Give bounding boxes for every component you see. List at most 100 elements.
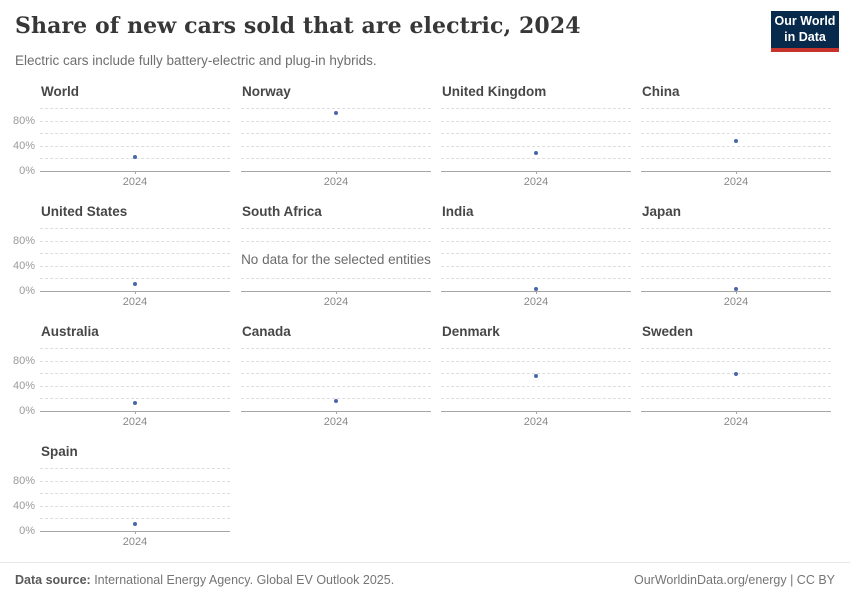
gridline-100pct — [241, 228, 431, 229]
panel-title-spain: Spain — [41, 444, 78, 459]
data-point-united-states[interactable] — [133, 282, 137, 287]
gridline-60pct — [40, 373, 230, 374]
x-tick-label: 2024 — [523, 416, 549, 428]
y-tick-label-40: 40% — [12, 259, 35, 272]
x-tick-label: 2024 — [723, 176, 749, 188]
data-point-world[interactable] — [133, 154, 137, 159]
chart-footer: Data source: International Energy Agency… — [0, 562, 850, 600]
gridline-20pct — [641, 278, 831, 279]
gridline-100pct — [641, 108, 831, 109]
owid-logo-line1: Our World — [774, 14, 836, 28]
data-point-denmark[interactable] — [534, 373, 538, 378]
gridline-20pct — [241, 158, 431, 159]
owid-logo-line2: in Data — [784, 30, 826, 44]
owid-url-license-link[interactable]: OurWorldinData.org/energy | CC BY — [633, 573, 835, 587]
gridline-100pct — [241, 348, 431, 349]
y-tick-label-80: 80% — [12, 234, 35, 247]
gridline-80pct — [241, 360, 431, 362]
y-tick-label-80: 80% — [12, 114, 35, 127]
gridline-40pct — [641, 385, 831, 387]
gridline-80pct — [441, 360, 631, 362]
gridline-40pct — [40, 385, 230, 387]
x-axis-tick — [336, 411, 337, 414]
x-tick-label: 2024 — [323, 176, 349, 188]
x-axis-tick — [736, 171, 737, 174]
chart-panel-australia: Australia 2024 80% 40% 0% — [13, 324, 230, 428]
data-source-label: Data source: — [15, 573, 91, 587]
gridline-80pct — [241, 240, 431, 242]
x-tick-label: 2024 — [723, 416, 749, 428]
gridline-20pct — [641, 398, 831, 399]
gridline-40pct — [641, 265, 831, 267]
gridline-40pct — [241, 385, 431, 387]
chart-panel-denmark: Denmark 2024 — [441, 324, 631, 428]
gridline-40pct — [441, 385, 631, 387]
gridline-60pct — [441, 133, 631, 134]
data-point-spain[interactable] — [133, 521, 137, 526]
x-axis-tick — [135, 411, 136, 414]
gridline-100pct — [641, 348, 831, 349]
gridline-40pct — [40, 505, 230, 507]
gridline-60pct — [641, 253, 831, 254]
gridline-60pct — [40, 253, 230, 254]
data-point-india[interactable] — [534, 287, 538, 292]
x-tick-label: 2024 — [323, 296, 349, 308]
x-tick-label: 2024 — [122, 416, 148, 428]
panel-title-south-africa: South Africa — [242, 204, 322, 219]
x-axis-tick — [135, 291, 136, 294]
gridline-20pct — [641, 158, 831, 159]
x-axis-tick — [736, 411, 737, 414]
data-point-united-kingdom[interactable] — [534, 151, 538, 155]
gridline-100pct — [40, 348, 230, 349]
owid-logo[interactable]: Our World in Data — [771, 11, 839, 52]
gridline-80pct — [40, 480, 230, 482]
chart-subtitle: Electric cars include fully battery-elec… — [15, 53, 377, 68]
data-source-text: International Energy Agency. Global EV O… — [90, 573, 395, 587]
gridline-80pct — [641, 120, 831, 122]
gridline-80pct — [40, 240, 230, 242]
chart-panel-india: India 2024 — [441, 204, 631, 308]
x-tick-label: 2024 — [122, 536, 148, 548]
gridline-100pct — [40, 228, 230, 229]
gridline-100pct — [441, 348, 631, 349]
gridline-60pct — [241, 133, 431, 134]
gridline-40pct — [641, 145, 831, 147]
x-axis-tick — [736, 291, 737, 294]
gridline-80pct — [441, 120, 631, 122]
data-point-canada[interactable] — [334, 399, 338, 404]
gridline-100pct — [641, 228, 831, 229]
data-point-sweden[interactable] — [734, 372, 738, 377]
x-tick-label: 2024 — [323, 416, 349, 428]
chart-panel-norway: Norway 2024 — [241, 84, 431, 188]
gridline-100pct — [241, 108, 431, 109]
data-source-note: Data source: International Energy Agency… — [15, 573, 394, 587]
panel-title-sweden: Sweden — [642, 324, 694, 339]
gridline-60pct — [641, 133, 831, 134]
chart-panel-sweden: Sweden 2024 — [641, 324, 831, 428]
x-tick-label: 2024 — [122, 176, 148, 188]
x-axis-tick — [135, 171, 136, 174]
panel-title-canada: Canada — [242, 324, 291, 339]
x-tick-label: 2024 — [723, 296, 749, 308]
y-tick-label-40: 40% — [12, 139, 35, 152]
gridline-80pct — [40, 120, 230, 122]
data-point-japan[interactable] — [734, 286, 738, 291]
chart-panel-china: China 2024 — [641, 84, 831, 188]
y-tick-label-0: 0% — [19, 284, 35, 297]
gridline-100pct — [40, 108, 230, 109]
y-tick-label-40: 40% — [12, 499, 35, 512]
data-point-norway[interactable] — [334, 111, 338, 115]
data-point-australia[interactable] — [133, 401, 137, 405]
y-tick-label-80: 80% — [12, 474, 35, 487]
gridline-20pct — [441, 398, 631, 399]
y-tick-label-80: 80% — [12, 354, 35, 367]
gridline-60pct — [40, 493, 230, 494]
data-point-china[interactable] — [734, 138, 738, 143]
gridline-60pct — [441, 253, 631, 254]
panel-title-japan: Japan — [642, 204, 682, 219]
gridline-60pct — [40, 133, 230, 134]
x-tick-label: 2024 — [523, 176, 549, 188]
panel-title-united-kingdom: United Kingdom — [442, 84, 547, 99]
chart-panel-japan: Japan 2024 — [641, 204, 831, 308]
gridline-40pct — [40, 145, 230, 147]
